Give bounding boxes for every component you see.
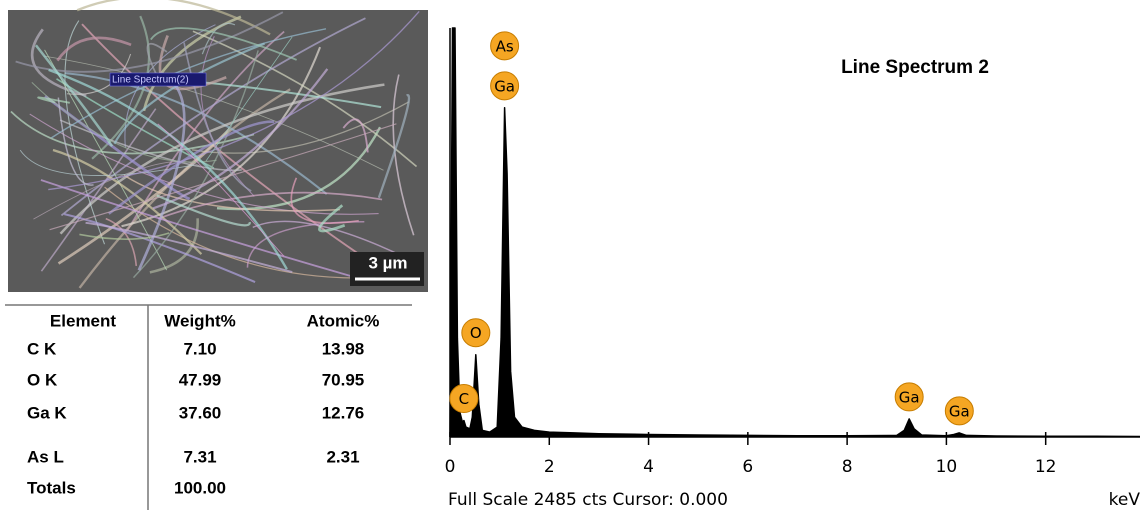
fiber <box>64 20 106 245</box>
fiber <box>157 191 383 220</box>
fiber <box>15 11 284 73</box>
fiber <box>157 123 285 257</box>
fiber <box>37 96 70 104</box>
x-tick-label: 6 <box>742 457 753 477</box>
fiber <box>192 30 418 168</box>
fiber <box>146 42 168 82</box>
fiber <box>105 217 138 267</box>
peak-marker <box>449 384 479 414</box>
table-cell: Totals <box>27 478 76 497</box>
peak-marker <box>461 318 491 348</box>
column-header: Element <box>50 311 116 330</box>
x-tick-label: 10 <box>936 457 958 477</box>
label-box <box>109 72 207 87</box>
fiber <box>57 97 94 186</box>
x-tick-label: 4 <box>643 457 654 477</box>
chart-title: Line Spectrum 2 <box>841 57 989 78</box>
fiber <box>113 42 266 145</box>
fiber <box>290 177 359 224</box>
peak-marker <box>490 71 520 101</box>
fibers <box>10 0 420 289</box>
fiber <box>79 232 170 240</box>
fiber <box>43 55 384 171</box>
image-label: Line Spectrum(2) <box>112 75 189 86</box>
table-cell: 7.10 <box>183 339 216 358</box>
fiber <box>50 28 327 139</box>
fiber <box>252 220 415 263</box>
column-header: Weight% <box>164 311 235 330</box>
fiber <box>34 44 114 147</box>
fiber <box>108 120 275 215</box>
table-cell: 47.99 <box>179 370 222 389</box>
sem-image: Line Spectrum(2) 3 µm <box>8 0 428 292</box>
fiber <box>64 213 256 283</box>
fiber <box>342 118 369 153</box>
scale-label: 3 µm <box>368 253 407 272</box>
table-cell: 7.31 <box>183 447 216 466</box>
x-tick-label: 0 <box>445 457 456 477</box>
footnote: Full Scale 2485 cts Cursor: 0.000 <box>448 490 728 510</box>
peak-label: O <box>470 324 482 342</box>
x-tick-label: 12 <box>1035 457 1057 477</box>
peak-marker <box>944 396 974 426</box>
fiber <box>31 82 217 163</box>
table-cell: As L <box>27 447 64 466</box>
table-cell: 100.00 <box>174 478 226 497</box>
table-cell: 37.60 <box>179 403 222 422</box>
fiber <box>57 127 231 265</box>
fiber <box>40 179 362 280</box>
fiber <box>132 50 259 279</box>
fiber <box>56 36 132 62</box>
peak-marker <box>894 382 924 412</box>
table-cell: Ga K <box>27 403 67 422</box>
table-cell: 12.76 <box>322 403 365 422</box>
peak-label: Ga <box>494 77 515 95</box>
fiber <box>48 11 420 191</box>
fiber <box>121 46 322 228</box>
peak-label: Ga <box>899 388 920 406</box>
fiber <box>183 42 252 192</box>
x-tick-label: 8 <box>842 457 853 477</box>
table: Element Weight% Atomic% C K 7.10 13.98 O K 47.9… <box>5 304 412 510</box>
peak-label: As <box>496 37 514 55</box>
spectrum-chart: Line Spectrum 2 Full Scale 2485 cts Curs… <box>445 27 1141 510</box>
x-tick-label: 2 <box>544 457 555 477</box>
fiber <box>191 101 410 154</box>
table-cell: 70.95 <box>322 370 365 389</box>
fiber <box>152 68 329 210</box>
table-cell: C K <box>27 339 57 358</box>
table-body: Element Weight% Atomic% C K 7.10 13.98 O K 47.9… <box>27 311 379 497</box>
x-axis-label: keV <box>1109 490 1141 510</box>
fiber <box>318 204 346 233</box>
fiber <box>40 108 157 272</box>
table-cell: O K <box>27 370 58 389</box>
fiber <box>49 123 397 231</box>
column-header: Atomic% <box>307 311 380 330</box>
fiber <box>377 94 411 199</box>
fiber <box>19 149 195 176</box>
peak-label: Ga <box>949 402 970 420</box>
fiber <box>392 74 415 236</box>
fiber <box>123 174 340 212</box>
fiber <box>205 36 293 162</box>
fiber <box>156 194 251 227</box>
fiber <box>85 221 293 274</box>
table-cell: 13.98 <box>322 339 365 358</box>
peak-label: C <box>459 390 469 408</box>
spectrum <box>449 27 1141 438</box>
fiber <box>150 27 297 61</box>
fiber <box>66 53 132 95</box>
fiber <box>65 72 328 195</box>
peak-marker <box>490 31 520 61</box>
fiber <box>60 17 366 217</box>
table-cell: 2.31 <box>326 447 359 466</box>
fiber <box>76 0 271 36</box>
fiber <box>200 36 255 197</box>
